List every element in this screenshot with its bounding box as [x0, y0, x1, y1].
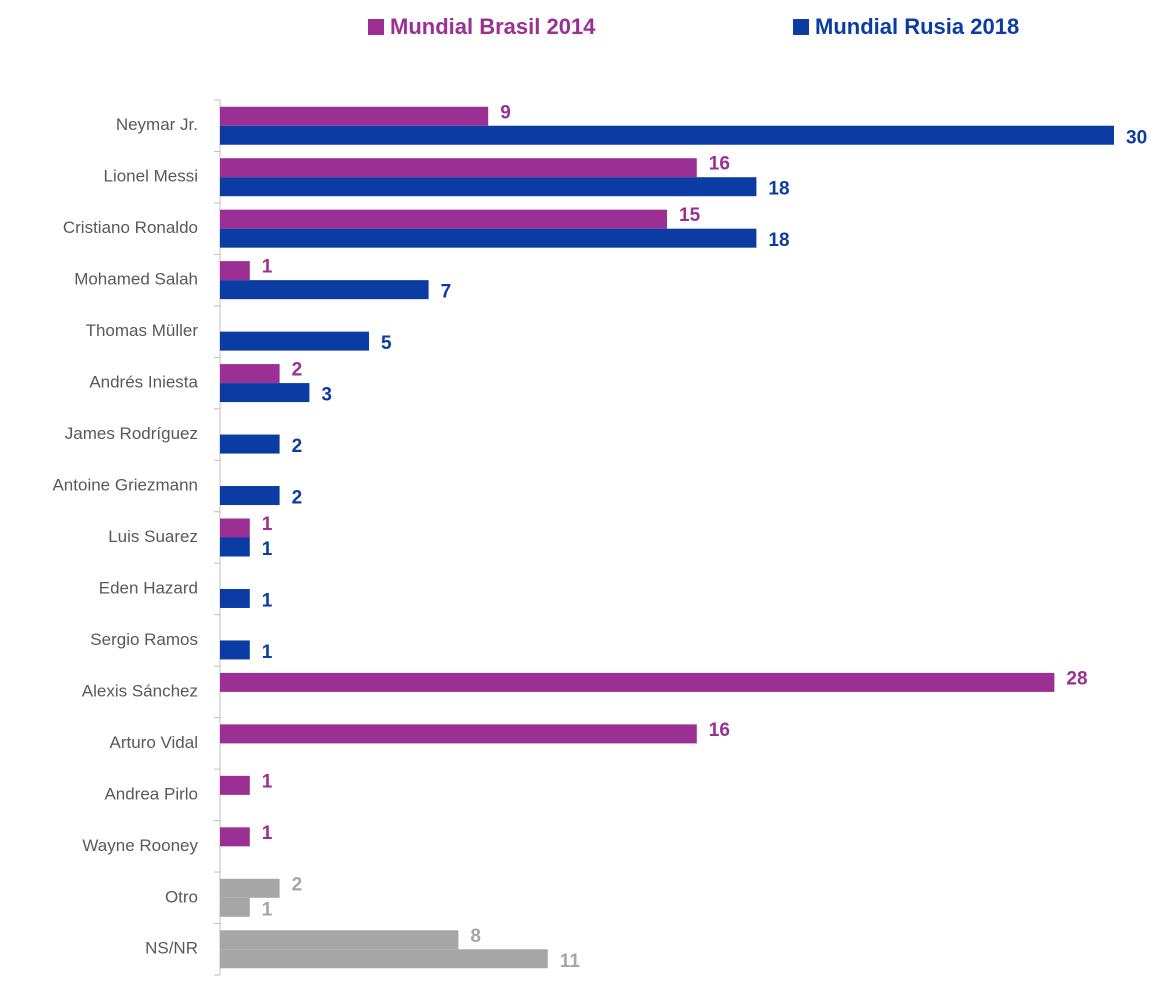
data-label: 2: [292, 360, 303, 381]
category-label: Andrés Iniesta: [89, 373, 198, 392]
category-label: Eden Hazard: [99, 578, 198, 597]
bar: [220, 930, 459, 950]
category-label: Alexis Sánchez: [82, 681, 198, 700]
bar: [220, 434, 280, 454]
data-label: 1: [262, 642, 273, 663]
bar: [220, 672, 1055, 692]
data-label: 2: [292, 488, 303, 509]
data-label: 16: [709, 154, 730, 175]
data-label: 1: [262, 899, 273, 920]
category-label: James Rodríguez: [65, 424, 198, 443]
bar: [220, 125, 1114, 145]
bar: [220, 177, 757, 197]
bar: [220, 949, 548, 969]
data-label: 28: [1066, 668, 1087, 689]
bar: [220, 209, 667, 229]
bar: [220, 158, 697, 178]
category-label: Neymar Jr.: [116, 115, 198, 134]
data-label: 18: [768, 179, 789, 200]
data-label: 2: [292, 436, 303, 457]
data-label: 5: [381, 333, 392, 354]
data-label: 16: [709, 720, 730, 741]
bar: [220, 878, 280, 898]
data-label: 8: [470, 926, 481, 947]
bar: [220, 364, 280, 384]
data-label: 1: [262, 257, 273, 278]
bar: [220, 775, 250, 795]
category-label: Andrea Pirlo: [104, 784, 198, 803]
bar: [220, 261, 250, 281]
data-label: 1: [262, 771, 273, 792]
bar: [220, 640, 250, 660]
bar: [220, 486, 280, 506]
bar: [220, 724, 697, 744]
data-label: 1: [262, 823, 273, 844]
category-label: Lionel Messi: [104, 167, 199, 186]
data-label: 1: [262, 590, 273, 611]
bar: [220, 383, 310, 403]
data-label: 9: [500, 102, 511, 123]
legend-label: Mundial Rusia 2018: [815, 14, 1019, 39]
data-label: 3: [321, 385, 332, 406]
category-label: Mohamed Salah: [74, 270, 198, 289]
data-label: 1: [262, 514, 273, 535]
bar: [220, 280, 429, 300]
category-label: Otro: [165, 887, 198, 906]
bar: [220, 537, 250, 557]
bar: [220, 827, 250, 847]
data-label: 2: [292, 874, 303, 895]
category-label: Arturo Vidal: [109, 733, 198, 752]
data-label: 7: [441, 282, 452, 303]
bar: [220, 897, 250, 917]
bar: [220, 228, 757, 248]
bar: [220, 331, 369, 351]
bar: [220, 518, 250, 538]
category-label: Wayne Rooney: [82, 836, 198, 855]
legend-swatch: [368, 19, 384, 35]
data-label: 30: [1126, 127, 1147, 148]
category-label: Thomas Müller: [86, 321, 199, 340]
bar: [220, 588, 250, 608]
category-label: Cristiano Ronaldo: [63, 218, 198, 237]
category-label: NS/NR: [145, 939, 198, 958]
category-label: Antoine Griezmann: [52, 476, 198, 495]
legend-label: Mundial Brasil 2014: [390, 14, 596, 39]
data-label: 1: [262, 539, 273, 560]
data-label: 18: [768, 230, 789, 251]
bar: [220, 106, 489, 126]
category-label: Luis Suarez: [108, 527, 198, 546]
data-label: 11: [560, 951, 581, 972]
data-label: 15: [679, 205, 701, 226]
category-label: Sergio Ramos: [90, 630, 198, 649]
legend-swatch: [793, 19, 809, 35]
